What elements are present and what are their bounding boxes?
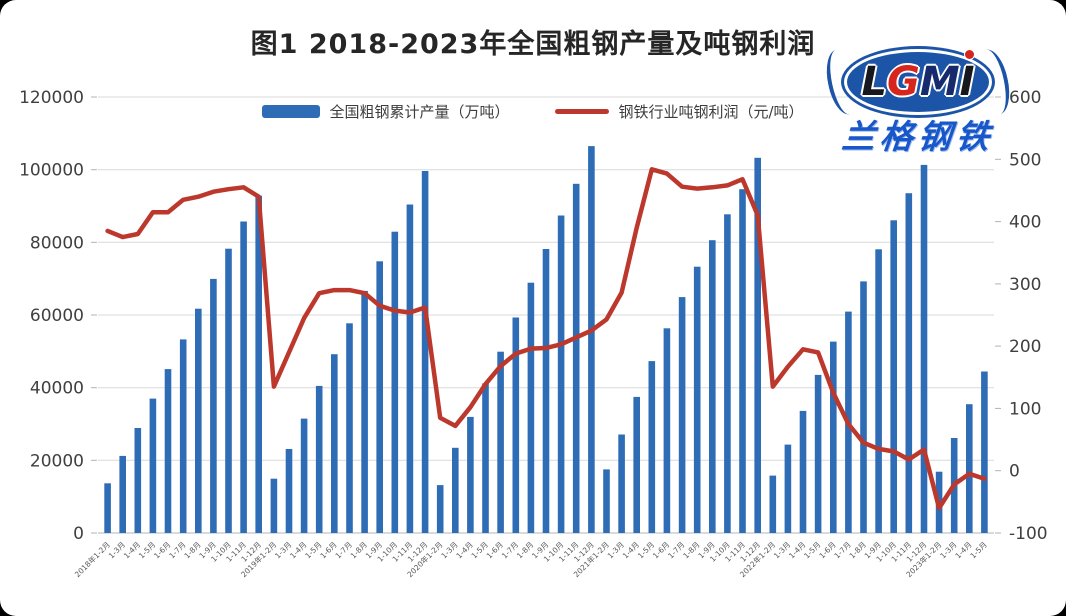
svg-text:200: 200 [1009,337,1041,357]
svg-text:0: 0 [73,524,84,544]
svg-text:100000: 100000 [19,161,84,181]
svg-text:120000: 120000 [19,88,84,108]
svg-text:300: 300 [1009,275,1041,295]
line-swatch-icon [555,109,610,114]
legend: 全国粗钢累计产量（万吨） 钢铁行业吨钢利润（元/吨） [0,101,1066,122]
logo-red-dot-icon [964,50,974,59]
legend-label-profit: 钢铁行业吨钢利润（元/吨） [618,103,804,121]
svg-text:80000: 80000 [30,233,84,253]
logo-lgmi-text: LGMI [861,50,975,102]
svg-text:0: 0 [1009,462,1020,482]
legend-label-production: 全国粗钢累计产量（万吨） [329,103,510,121]
svg-text:60000: 60000 [30,306,84,326]
bar-swatch-icon [262,105,321,118]
svg-text:-100: -100 [1009,524,1048,544]
svg-text:600: 600 [1009,88,1041,108]
svg-text:1-5月: 1-5月 [968,540,988,560]
svg-text:40000: 40000 [30,379,84,399]
logo-chinese-name: 兰格钢铁 [840,117,997,156]
svg-text:500: 500 [1009,150,1041,170]
legend-item-production: 全国粗钢累计产量（万吨） [262,101,509,122]
lgmi-logo: LGMI 兰格钢铁 [820,46,1016,156]
logo-emblem: LGMI [820,46,1016,118]
svg-text:2018年1-2月: 2018年1-2月 [72,539,112,579]
svg-text:20000: 20000 [30,451,84,471]
svg-text:400: 400 [1009,213,1041,233]
logo-oval-icon: LGMI [844,49,992,115]
chart-title: 图1 2018-2023年全国粗钢产量及吨钢利润 [250,29,816,60]
svg-text:100: 100 [1009,399,1041,419]
legend-item-profit: 钢铁行业吨钢利润（元/吨） [555,101,804,122]
logo-right-swoosh-icon [971,46,1015,118]
